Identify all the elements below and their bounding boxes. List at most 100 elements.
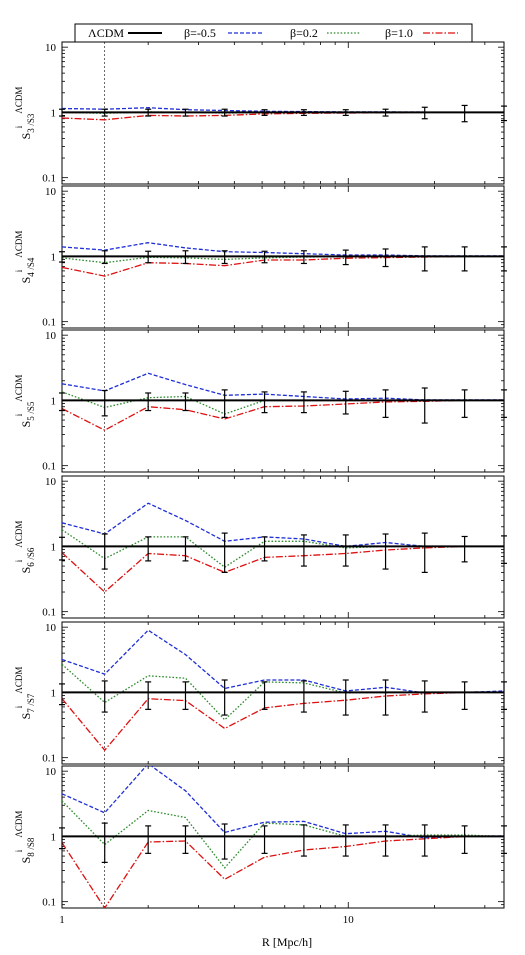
y-tick-label: 10 — [45, 186, 57, 198]
y-axis-label-s7: S7i/S7ΛCDM — [14, 667, 36, 720]
x-axis: 1 10 R [Mpc/h] — [59, 914, 354, 949]
y-tick-label: 1 — [51, 831, 57, 843]
error-bar — [221, 250, 228, 265]
series-line-beta10 — [62, 545, 504, 593]
error-bar — [461, 681, 468, 710]
panel-s4: 0.1 1 10 S4i/S4ΛCDM — [14, 185, 507, 329]
legend-label-beta-m05: β=-0.5 — [184, 26, 216, 40]
error-bar — [300, 109, 307, 117]
series-line-betam05 — [62, 242, 504, 257]
y-tick-label: 10 — [45, 622, 57, 634]
error-bar — [342, 109, 349, 117]
y-tick-label: 10 — [45, 766, 57, 778]
legend-label-lcdm: ΛCDM — [88, 26, 124, 40]
error-bar — [101, 822, 108, 863]
error-bar — [59, 251, 65, 263]
error-bar — [342, 679, 349, 716]
error-bar — [145, 825, 152, 854]
error-bar — [461, 246, 468, 272]
error-bar — [59, 827, 65, 850]
error-bar — [261, 681, 268, 710]
error-bar — [145, 536, 152, 562]
error-bar — [145, 108, 152, 117]
error-bar — [221, 679, 228, 716]
series-line-beta10 — [62, 255, 504, 277]
error-bar — [101, 250, 108, 265]
y-tick-label: 10 — [45, 330, 57, 342]
series-line-betam05 — [62, 372, 504, 401]
legend-label-beta-02: β=0.2 — [290, 26, 318, 40]
error-bar — [300, 824, 307, 857]
y-tick-label: 1 — [51, 107, 57, 119]
error-bar — [59, 536, 65, 561]
error-bar — [261, 391, 268, 414]
x-tick-label-10: 10 — [343, 914, 355, 926]
x-tick-label-1: 1 — [59, 914, 65, 926]
error-bar — [461, 104, 468, 123]
series-line-beta02 — [62, 529, 504, 568]
legend-entry-lcdm: ΛCDM — [88, 26, 162, 40]
y-axis-label-s3: S3i/S3ΛCDM — [14, 87, 36, 140]
error-bar — [461, 535, 468, 563]
error-bar — [501, 825, 507, 854]
error-bar — [300, 250, 307, 265]
error-bar — [182, 250, 189, 265]
error-bar — [300, 391, 307, 414]
panels: 0.1 1 10 S3i/S3ΛCDM 0.1 1 10 S4i/S4ΛCDM 0.1 1 10 S5… — [14, 41, 507, 909]
error-bar — [145, 392, 152, 412]
series-line-beta10 — [62, 835, 504, 908]
error-bar — [421, 387, 428, 424]
error-bar — [59, 683, 65, 706]
error-bar — [221, 389, 228, 418]
legend-entry-beta-10: β=1.0 — [385, 26, 458, 40]
y-tick-label: 0.1 — [42, 897, 56, 909]
series-line-betam05 — [62, 502, 504, 548]
error-bar — [221, 532, 228, 573]
error-bar — [182, 392, 189, 412]
error-bar — [382, 824, 389, 857]
y-tick-label: 0.1 — [42, 173, 56, 185]
legend: ΛCDM β=-0.5 β=0.2 β=1.0 — [74, 23, 473, 43]
error-bar — [261, 250, 268, 264]
y-axis-label-s6: S6i/S6ΛCDM — [14, 521, 36, 574]
error-bar — [382, 389, 389, 418]
y-tick-label: 1 — [51, 251, 57, 263]
legend-entry-beta-m05: β=-0.5 — [184, 26, 262, 40]
error-bar — [182, 825, 189, 854]
error-bar — [300, 534, 307, 567]
error-bar — [221, 823, 228, 860]
y-tick-label: 10 — [45, 476, 57, 488]
error-bar — [421, 824, 428, 857]
error-bar — [382, 248, 389, 268]
error-bar — [461, 389, 468, 418]
error-bar — [342, 534, 349, 567]
series-line-beta02 — [62, 255, 504, 264]
y-tick-label: 0.1 — [42, 461, 56, 473]
error-bar — [382, 533, 389, 570]
panel-s7: 0.1 1 10 S7i/S7ΛCDM — [14, 621, 507, 765]
y-tick-label: 1 — [51, 687, 57, 699]
error-bar — [59, 108, 65, 117]
y-tick-label: 1 — [51, 395, 57, 407]
panel-s3: 0.1 1 10 S3i/S3ΛCDM — [14, 41, 507, 185]
error-bar — [101, 680, 108, 713]
error-bar — [342, 824, 349, 857]
error-bar — [501, 246, 507, 272]
series-line-betam05 — [62, 629, 504, 694]
error-bar — [382, 679, 389, 716]
error-bar — [501, 535, 507, 564]
series-line-beta10 — [62, 399, 504, 431]
y-axis-label-s5: S5i/S5ΛCDM — [14, 375, 36, 428]
error-bar — [342, 390, 349, 415]
error-bar — [101, 389, 108, 417]
series-line-beta10 — [62, 111, 504, 121]
y-tick-label: 1 — [51, 541, 57, 553]
error-bar — [101, 108, 108, 117]
y-tick-label: 10 — [45, 42, 57, 54]
error-bar — [182, 536, 189, 562]
series-line-beta02 — [62, 800, 504, 869]
error-bar — [145, 681, 152, 710]
error-bar — [261, 109, 268, 117]
error-bar — [182, 108, 189, 117]
